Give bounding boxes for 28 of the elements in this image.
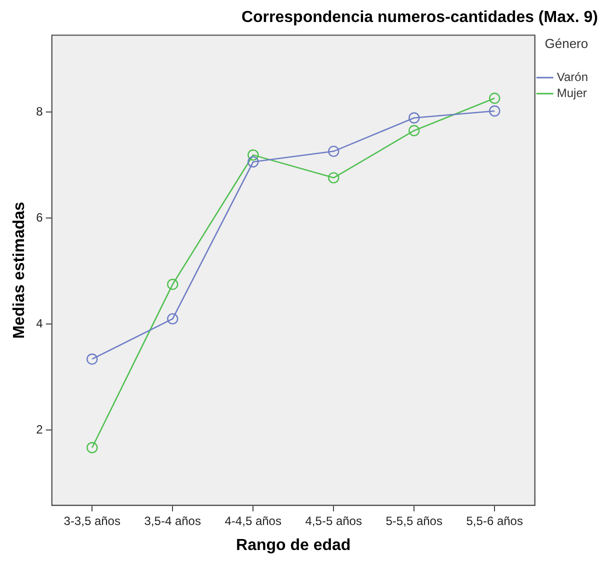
x-tick-label: 5-5,5 años — [386, 514, 442, 528]
point — [86, 442, 98, 454]
legend-label: Mujer — [556, 86, 587, 100]
chart-title: Correspondencia numeros-cantidades (Max. 9) — [241, 9, 598, 26]
point — [167, 313, 178, 324]
point — [86, 353, 98, 365]
legend-title: Género — [544, 36, 588, 52]
x-tick-label: 5,5-6 años — [466, 514, 523, 528]
point — [489, 105, 500, 117]
x-tick-label: 3-3,5 años — [64, 514, 120, 528]
y-tick-label: 4 — [36, 316, 44, 330]
point — [408, 112, 420, 124]
point — [328, 146, 340, 157]
point — [328, 172, 340, 184]
legend-label: Varón — [556, 70, 588, 84]
point — [248, 156, 259, 168]
x-tick-label: 4,5-5 años — [305, 514, 362, 528]
point — [489, 92, 500, 104]
y-tick-label: 8 — [36, 104, 44, 118]
y-tick-label: 6 — [36, 210, 44, 224]
point — [167, 278, 178, 290]
x-tick-label: 3,5-4 años — [144, 514, 201, 528]
point — [248, 149, 259, 161]
y-axis-title: Medias estimadas — [11, 202, 28, 339]
x-axis-title: Rango de edad — [236, 536, 351, 554]
y-tick-label: 2 — [36, 422, 44, 436]
point — [408, 125, 420, 136]
x-tick-label: 4-4,5 años — [224, 514, 282, 528]
